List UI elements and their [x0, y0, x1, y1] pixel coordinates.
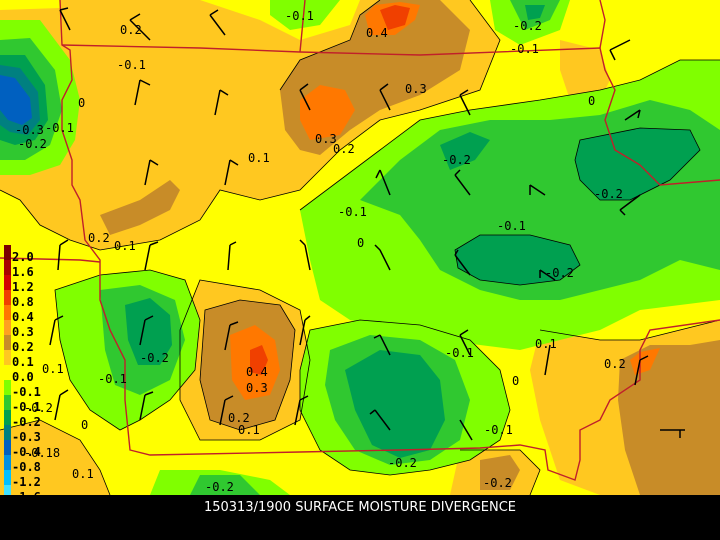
contour-label: 0	[588, 94, 595, 108]
wind-barbs	[49, 7, 685, 441]
contour-label: 0.2	[604, 357, 626, 371]
contour-label: -0.1	[497, 219, 526, 233]
contour-label: 0.1	[535, 337, 557, 351]
contour-label: -0.1	[285, 9, 314, 23]
legend-swatch	[4, 470, 11, 485]
contour-label: -0.1	[510, 42, 539, 56]
legend-label: 2.0	[12, 250, 34, 264]
legend-label: 0.3	[12, 325, 34, 339]
legend-label: 1.6	[12, 265, 34, 279]
legend-label: 0.2	[12, 340, 34, 354]
contour-label: -0.18	[24, 446, 60, 460]
legend-label: -0.3	[12, 430, 41, 444]
contour-label: -0.1	[117, 58, 146, 72]
contour-label: 0	[81, 418, 88, 432]
legend-swatch	[4, 485, 11, 500]
legend-swatch	[4, 395, 11, 410]
contour-label: -0.2	[388, 456, 417, 470]
legend-swatch	[4, 425, 11, 440]
contour-label: -0.2	[545, 266, 574, 280]
legend-swatch	[4, 245, 11, 260]
contour-label: 0.2	[120, 23, 142, 37]
contour-label: -0.1	[484, 423, 513, 437]
contour-label: -0.2	[594, 187, 623, 201]
contour-label: 0.1	[238, 423, 260, 437]
contour-label: -0.2	[442, 153, 471, 167]
legend-label: -0.8	[12, 460, 41, 474]
contour-label: -0.2	[205, 480, 234, 494]
legend-label: -0.2	[12, 415, 41, 429]
legend-swatch	[4, 410, 11, 425]
contour-lines	[0, 0, 720, 496]
contour-label: 0.3	[246, 381, 268, 395]
contour-label: 0.2	[228, 411, 250, 425]
contour-label: 0.2	[88, 231, 110, 245]
contour-label: -0.2	[24, 401, 53, 415]
legend-swatch	[4, 320, 11, 335]
legend-label: 1.2	[12, 280, 34, 294]
contour-label: 0.3	[315, 132, 337, 146]
contour-label: 0.1	[42, 362, 64, 376]
contour-label: 0.3	[405, 82, 427, 96]
legend-swatch	[4, 275, 11, 290]
contour-label: 0	[78, 96, 85, 110]
legend-swatch	[4, 365, 11, 380]
contour-label: -0.1	[338, 205, 367, 219]
legend-swatch	[4, 335, 11, 350]
legend-swatch	[4, 290, 11, 305]
legend-label: -1.2	[12, 475, 41, 489]
contour-label: 0.2	[333, 142, 355, 156]
contour-label: 0	[512, 374, 519, 388]
legend-label: 0.8	[12, 295, 34, 309]
contour-label: -0.2	[513, 19, 542, 33]
legend-swatch	[4, 440, 11, 455]
legend-swatch	[4, 260, 11, 275]
contour-label: -0.1	[45, 121, 74, 135]
legend-swatch	[4, 455, 11, 470]
contour-label: 0.1	[72, 467, 94, 481]
legend-label: -0.1	[12, 385, 41, 399]
legend-label: 0.4	[12, 310, 34, 324]
legend-swatch	[4, 305, 11, 320]
legend-label: 0.1	[12, 355, 34, 369]
contour-label: -0.2	[140, 351, 169, 365]
contour-fill-neg-0.4	[0, 75, 32, 125]
contour-label: -0.2	[483, 476, 512, 490]
contour-label: 0.4	[366, 26, 388, 40]
legend-swatch	[4, 350, 11, 365]
legend-label: 0.0	[12, 370, 34, 384]
contour-label: -0.1	[98, 372, 127, 386]
map-caption: 150313/1900 SURFACE MOISTURE DIVERGENCE	[203, 500, 517, 515]
contour-label: 0.1	[114, 239, 136, 253]
contour-label: -0.3	[15, 123, 44, 137]
contour-label: 0.4	[246, 365, 268, 379]
caption-bar	[0, 495, 720, 540]
contour-fill-0.4	[250, 5, 410, 375]
contour-label: 0.1	[248, 151, 270, 165]
legend-label: -0.4	[12, 445, 41, 459]
contour-value-labels: 0.2-0.10.4-0.1-0.2-0.10.30 0-0.3-0.2-0.10…	[15, 9, 626, 494]
contour-label: -0.1	[445, 346, 474, 360]
contour-label: 0	[357, 236, 364, 250]
legend-label: -0.1	[12, 400, 41, 414]
legend-swatch	[4, 380, 11, 395]
contour-label: -0.2	[18, 137, 47, 151]
